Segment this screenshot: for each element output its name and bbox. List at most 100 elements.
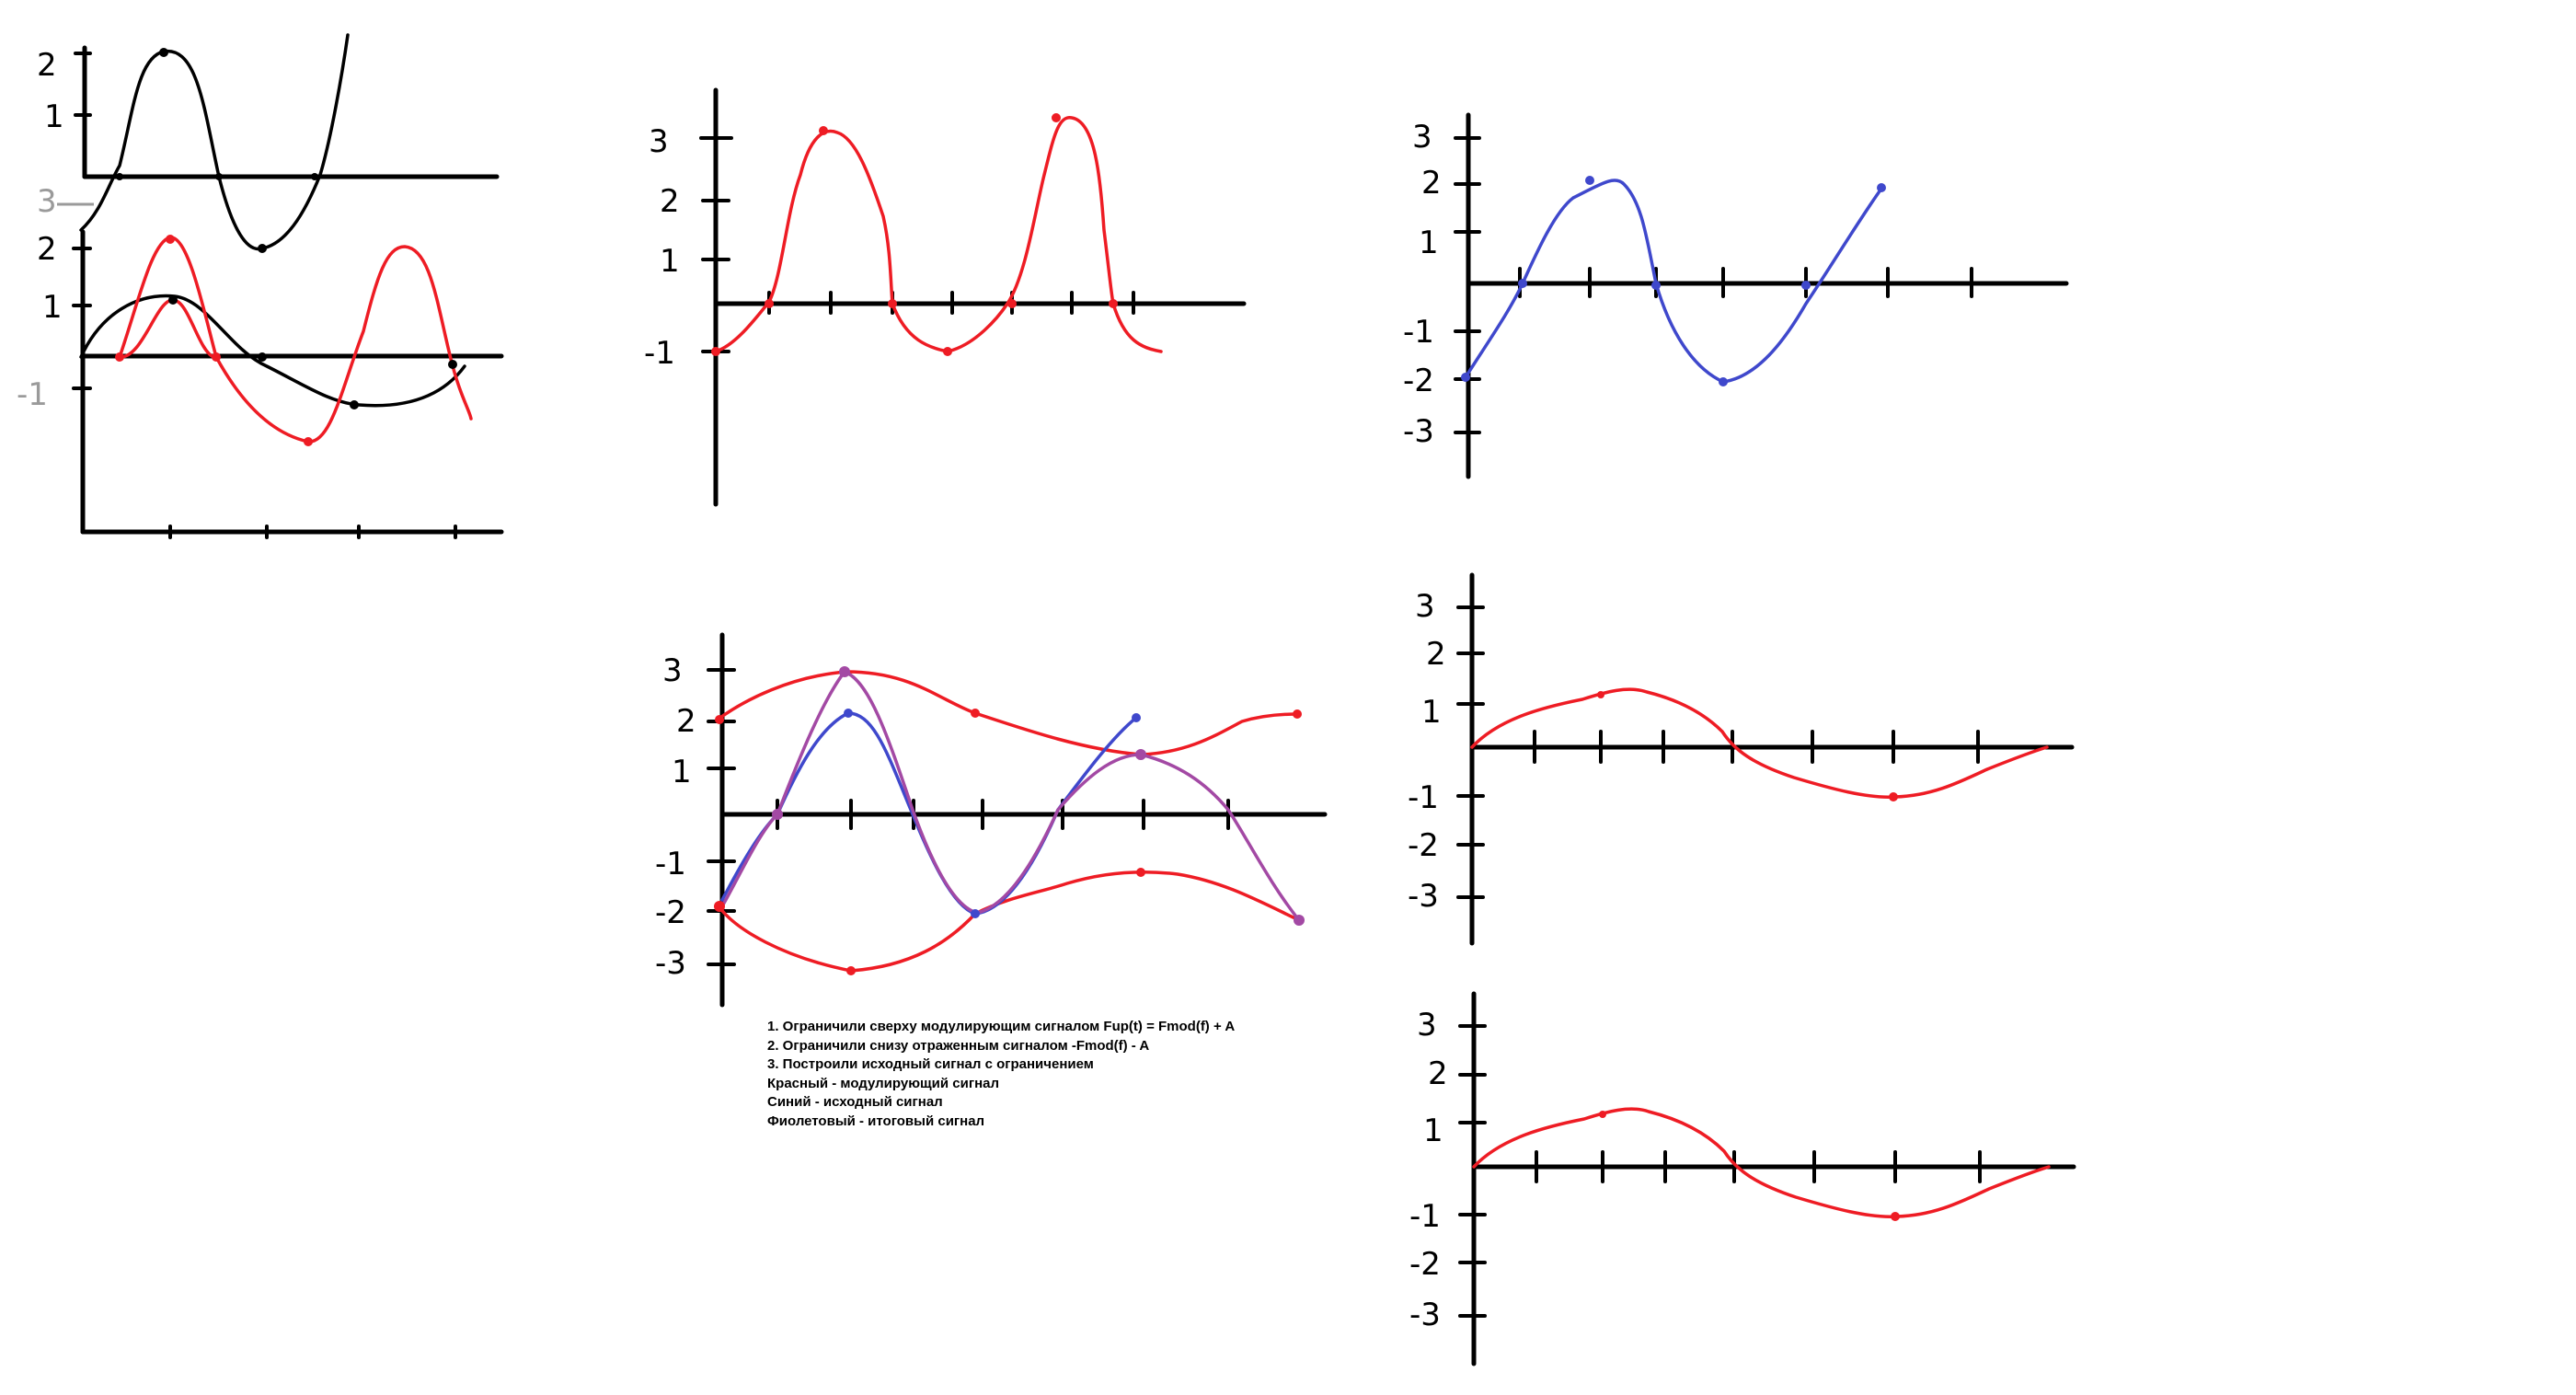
y-label-1: 1	[660, 243, 680, 280]
note-line: 2. Ограничили снизу отраженным сигналом …	[767, 1037, 1150, 1054]
sketch-top-left-b: 2 1 -1	[17, 229, 504, 539]
point	[1891, 1212, 1900, 1221]
point	[166, 235, 175, 244]
notes-block: 1. Ограничили сверху модулирующим сигнал…	[767, 1018, 1235, 1131]
point	[765, 299, 774, 308]
point	[1877, 183, 1886, 192]
point	[115, 352, 124, 362]
point	[1651, 281, 1661, 290]
point	[846, 966, 856, 975]
y-label-2: 2	[1426, 636, 1446, 673]
point	[971, 909, 980, 918]
purple-result-curve	[720, 670, 1301, 922]
y-label-minus-2: -2	[655, 894, 686, 931]
point	[168, 295, 178, 305]
y-label-minus-1: -1	[1409, 1198, 1441, 1235]
point	[943, 347, 952, 356]
point	[311, 173, 318, 180]
point	[772, 809, 783, 820]
point	[258, 244, 267, 253]
point	[350, 400, 359, 409]
y-label-minus-3: -3	[1408, 878, 1439, 915]
red-curve	[1472, 1107, 2051, 1218]
sketch-bottom-right-a: 3 2 1 -1 -2 -3	[1408, 572, 2075, 946]
point	[1294, 915, 1305, 926]
y-label-3: 3	[1417, 1007, 1437, 1043]
y-label-3: 3	[1412, 119, 1432, 156]
point	[258, 352, 267, 362]
point	[1293, 709, 1302, 719]
red-curve-1	[118, 236, 473, 444]
y-label-minus-2: -2	[1408, 827, 1439, 864]
y-label-minus-2: -2	[1403, 363, 1434, 399]
point	[971, 709, 980, 718]
note-line: Синий - исходный сигнал	[767, 1094, 943, 1110]
sketch-bottom-right-b: 3 2 1 -1 -2 -3	[1409, 991, 2076, 1366]
sketch-top-middle: 3 2 1 -1	[644, 87, 1247, 507]
point	[1801, 281, 1811, 290]
point	[715, 715, 724, 724]
point	[711, 347, 720, 356]
y-label-1: 1	[1421, 694, 1442, 731]
point	[215, 173, 223, 180]
point	[1597, 691, 1604, 698]
point	[116, 173, 123, 180]
y-label-minus-3: -3	[655, 945, 686, 982]
point	[888, 299, 897, 308]
sketch-bottom-middle: 3 2 1 -1 -2 -3	[655, 632, 1328, 1008]
point	[448, 360, 457, 369]
point	[839, 666, 850, 677]
point	[1585, 176, 1594, 185]
y-label-1: 1	[44, 98, 64, 135]
black-curve	[79, 33, 350, 251]
point	[1109, 299, 1118, 308]
y-label-minus-1: -1	[644, 335, 675, 372]
point	[1719, 377, 1728, 386]
note-line: Красный - модулирующий сигнал	[767, 1075, 1000, 1091]
y-label-1: 1	[42, 289, 63, 326]
red-upper-envelope	[716, 670, 1299, 756]
y-label-2: 2	[37, 47, 57, 84]
y-label-3: 3	[37, 183, 57, 220]
y-label-minus-3: -3	[1409, 1297, 1441, 1333]
red-lower-envelope	[718, 870, 1301, 973]
note-line: 3. Построили исходный сигнал с ограничен…	[767, 1056, 1094, 1072]
blue-curve	[1464, 179, 1883, 384]
point	[1461, 373, 1470, 382]
sketch-top-left-a: 2 1 3	[37, 33, 500, 253]
y-label-1: 1	[1419, 225, 1439, 261]
point	[159, 48, 168, 57]
point	[212, 352, 221, 362]
y-label-minus-1: -1	[1403, 314, 1434, 351]
y-label-2: 2	[37, 231, 57, 268]
y-label-minus-1: -1	[1408, 779, 1439, 816]
red-curve	[714, 116, 1163, 353]
y-label-minus-2: -2	[1409, 1246, 1441, 1283]
black-curve	[79, 294, 466, 408]
y-label-2: 2	[676, 703, 696, 740]
y-label-3: 3	[662, 652, 683, 689]
point	[1599, 1111, 1606, 1118]
red-curve	[1470, 687, 2049, 799]
y-label-2: 2	[1421, 165, 1442, 202]
point	[1136, 868, 1145, 877]
note-line: Фиолетовый - итоговый сигнал	[767, 1113, 985, 1129]
y-label-2: 2	[1428, 1055, 1448, 1092]
y-label-minus-3: -3	[1403, 413, 1434, 450]
y-label-1: 1	[1423, 1113, 1443, 1149]
point	[844, 709, 853, 718]
y-label-minus-1: -1	[655, 846, 686, 882]
point	[1132, 713, 1141, 722]
y-label-2: 2	[660, 183, 680, 220]
point	[1889, 792, 1898, 801]
y-label-1: 1	[672, 754, 692, 790]
point	[819, 126, 828, 135]
point	[714, 901, 725, 912]
point	[1135, 749, 1146, 760]
point	[1518, 279, 1527, 288]
point	[1052, 113, 1061, 122]
point	[304, 437, 313, 446]
note-line: 1. Ограничили сверху модулирующим сигнал…	[767, 1019, 1236, 1034]
sketch-top-right: 3 2 1 -1 -2 -3	[1403, 112, 2069, 479]
